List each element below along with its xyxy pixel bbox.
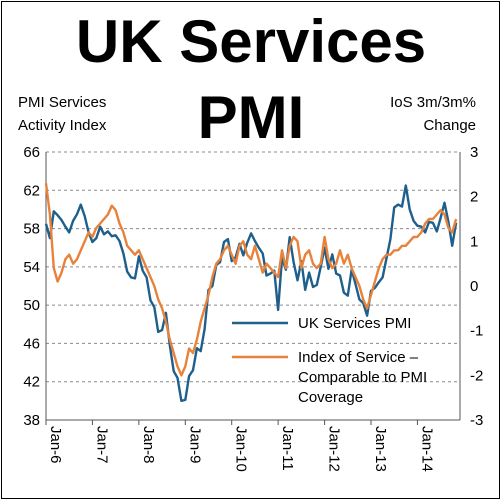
right-tick-label: 0 xyxy=(470,278,478,295)
legend-label-index-of-service: Coverage xyxy=(298,389,363,406)
legend: UK Services PMI Index of Service – Compara… xyxy=(232,315,427,406)
left-axis-label-line-2: Activity Index xyxy=(18,117,107,134)
x-tick-label: Jan-8 xyxy=(140,426,157,464)
right-tick-label: -3 xyxy=(470,412,483,429)
right-tick-label: -2 xyxy=(470,367,483,384)
legend-label-uk-services-pmi: UK Services PMI xyxy=(298,315,411,332)
right-tick-label: 2 xyxy=(470,189,478,206)
legend-label-index-of-service: Comparable to PMI xyxy=(298,369,427,386)
x-tick-label: Jan-11 xyxy=(279,426,296,471)
series-line-uk-services-pmi xyxy=(44,184,458,403)
series-line-index-of-service xyxy=(44,183,458,377)
left-tick-label: 58 xyxy=(23,221,40,238)
right-axis-label-line-1: IoS 3m/3m% xyxy=(390,94,476,111)
series-lines xyxy=(44,183,458,403)
tick-labels: 38 42 46 50 54 58 62 66 -3 -2 -1 0 1 2 3 Jan-6 Jan-7 Jan-… xyxy=(23,144,483,472)
gridlines xyxy=(46,151,460,383)
axes xyxy=(45,152,461,425)
right-axis-label-line-2: Change xyxy=(423,117,476,134)
x-tick-label: Jan-9 xyxy=(186,426,203,464)
x-tick-label: Jan-12 xyxy=(326,426,343,472)
right-tick-label: 1 xyxy=(470,233,478,250)
left-tick-label: 62 xyxy=(23,182,40,199)
left-axis-label-line-1: PMI Services xyxy=(18,94,106,111)
chart-title-line-2: PMI xyxy=(198,84,305,151)
left-tick-label: 50 xyxy=(23,297,40,314)
left-tick-label: 66 xyxy=(23,144,40,161)
x-tick-label: Jan-7 xyxy=(93,426,110,464)
left-tick-label: 42 xyxy=(23,374,40,391)
right-tick-label: -1 xyxy=(470,323,483,340)
left-tick-label: 38 xyxy=(23,412,40,429)
right-tick-label: 3 xyxy=(470,144,478,161)
chart-title-line-1: UK Services xyxy=(76,8,426,75)
x-tick-label: Jan-14 xyxy=(418,426,435,472)
left-tick-label: 46 xyxy=(23,335,40,352)
legend-label-index-of-service: Index of Service – xyxy=(298,349,419,366)
left-tick-label: 54 xyxy=(23,259,40,276)
x-tick-label: Jan-13 xyxy=(372,426,389,472)
x-tick-label: Jan-6 xyxy=(47,426,64,464)
x-tick-label: Jan-10 xyxy=(233,426,250,472)
